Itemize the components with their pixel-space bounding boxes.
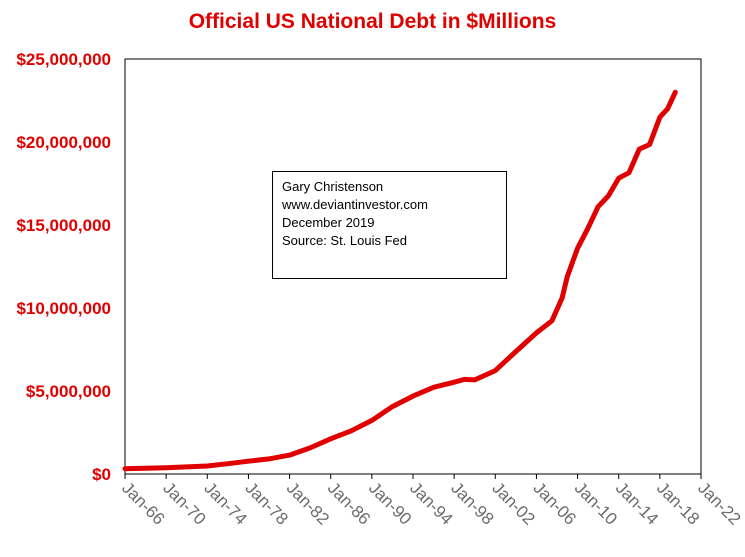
x-tick-label: Jan-02 [488,478,538,528]
x-tick-label: Jan-78 [242,478,292,528]
x-tick-label: Jan-86 [324,478,374,528]
annotation-website: www.deviantinvestor.com [282,197,428,212]
annotation-author: Gary Christenson [282,179,384,194]
x-tick-label: Jan-70 [159,478,209,528]
x-tick-label: Jan-66 [118,478,168,528]
x-tick-label: Jan-18 [653,478,703,528]
y-tick-label: $5,000,000 [26,382,111,401]
annotation-date: December 2019 [282,215,375,230]
x-tick-label: Jan-94 [406,478,456,528]
series-layer [122,89,678,472]
y-tick-label: $25,000,000 [16,50,111,69]
chart-title: Official US National Debt in $Millions [188,10,557,33]
x-tick-label: Jan-90 [365,478,415,528]
y-axis: $0 $5,000,000 $10,000,000 $15,000,000 $20,00… [16,50,111,484]
y-tick-label: $0 [92,465,111,484]
y-tick-label: $15,000,000 [16,216,111,235]
y-tick-label: $10,000,000 [16,299,111,318]
x-tick-label: Jan-14 [612,478,662,528]
x-tick-label: Jan-06 [530,478,580,528]
x-tick-label: Jan-22 [694,478,744,528]
x-tick-label: Jan-82 [283,478,333,528]
x-tick-label: Jan-98 [447,478,497,528]
y-tick-label: $20,000,000 [16,133,111,152]
annotation-source: Source: St. Louis Fed [282,233,408,248]
annotation-box: Gary Christenson www.deviantinvestor.com… [272,171,507,279]
x-axis: Jan-66Jan-70Jan-74Jan-78Jan-82Jan-86Jan-… [118,474,744,529]
x-tick-label: Jan-74 [200,478,250,528]
x-tick-label: Jan-10 [571,478,621,528]
series-line-national-debt [122,89,678,472]
